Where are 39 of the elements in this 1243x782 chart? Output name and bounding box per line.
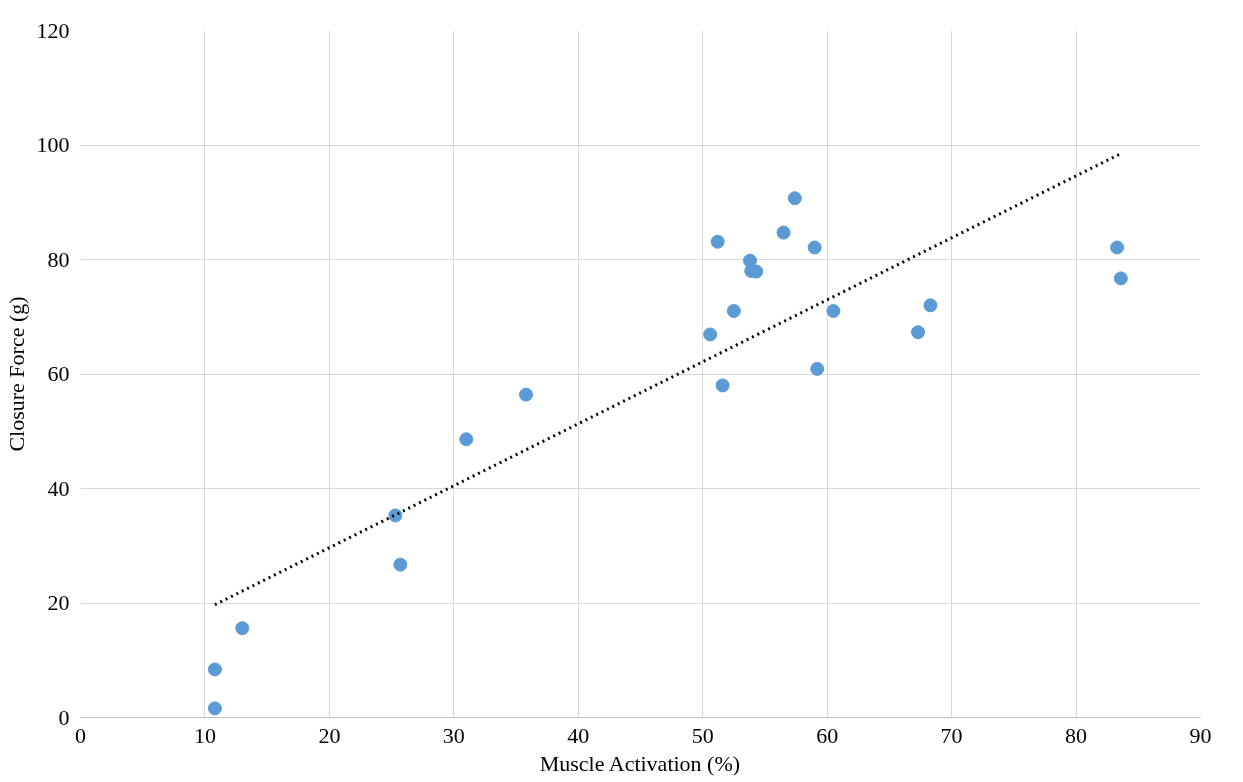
- point: [703, 327, 718, 342]
- point: [519, 387, 534, 402]
- point: [388, 508, 403, 523]
- x-tick-label: 50: [691, 722, 714, 748]
- x-axis-title: Muscle Activation (%): [539, 750, 741, 776]
- point: [807, 240, 822, 255]
- y-tick-label: 80: [47, 246, 70, 272]
- y-tick-label: 0: [58, 704, 70, 730]
- point: [1110, 240, 1125, 255]
- y-tick-label: 120: [36, 17, 70, 43]
- x-tick-label: 80: [1065, 722, 1088, 748]
- x-tick-label: 10: [193, 722, 216, 748]
- x-tick-label: 20: [318, 722, 341, 748]
- x-tick-label: 40: [567, 722, 590, 748]
- y-tick-label: 20: [47, 590, 70, 615]
- point: [787, 191, 802, 206]
- point: [923, 298, 938, 313]
- point: [459, 432, 474, 447]
- y-axis-title: Closure Force (g): [3, 296, 29, 452]
- point: [207, 662, 222, 677]
- point: [207, 701, 222, 716]
- x-tick-label: 30: [442, 722, 465, 748]
- point: [715, 378, 730, 393]
- point: [235, 621, 250, 636]
- point: [1113, 271, 1128, 286]
- point: [393, 557, 408, 572]
- point: [911, 325, 926, 340]
- y-tick-label: 40: [47, 475, 70, 501]
- x-tick-label: 0: [75, 722, 86, 748]
- point: [810, 361, 825, 376]
- x-tick-label: 90: [1189, 722, 1212, 748]
- x-tick-label: 70: [940, 722, 963, 748]
- point: [710, 234, 725, 249]
- point: [726, 304, 741, 319]
- point: [826, 304, 841, 319]
- point: [776, 225, 791, 240]
- x-tick-label: 60: [816, 722, 839, 748]
- y-tick-label: 100: [36, 132, 70, 157]
- y-tick-label: 60: [47, 361, 70, 386]
